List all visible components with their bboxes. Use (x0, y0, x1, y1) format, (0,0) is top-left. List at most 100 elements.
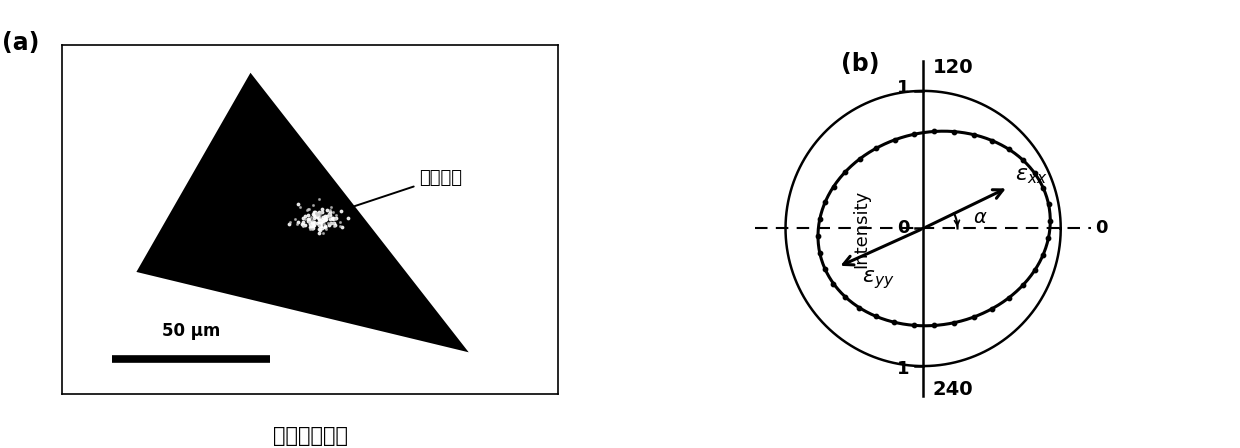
Point (999, 146, 1019, 153)
Point (904, 322, 924, 329)
Point (849, 155, 869, 163)
Point (310, 223, 330, 230)
Text: 探测位置: 探测位置 (327, 168, 463, 215)
Point (324, 220, 343, 227)
Point (836, 293, 856, 300)
Point (300, 225, 320, 233)
Point (884, 136, 904, 143)
Point (998, 294, 1018, 302)
Point (325, 215, 345, 223)
Point (299, 215, 319, 223)
Point (293, 219, 312, 226)
Point (303, 211, 322, 218)
Point (924, 128, 944, 135)
Point (310, 211, 330, 218)
Text: $\alpha$: $\alpha$ (973, 208, 988, 228)
Point (293, 215, 312, 222)
Point (836, 168, 856, 176)
Point (314, 217, 334, 224)
Point (311, 222, 331, 229)
Point (1033, 251, 1053, 258)
Point (309, 221, 329, 228)
Point (301, 216, 321, 223)
Point (305, 208, 325, 215)
Point (884, 319, 904, 326)
Point (293, 223, 312, 230)
Point (309, 208, 329, 215)
Point (310, 221, 330, 228)
Point (310, 219, 330, 226)
Point (924, 322, 944, 329)
Point (320, 220, 340, 227)
Point (945, 128, 965, 135)
Text: $\varepsilon_{xx}$: $\varepsilon_{xx}$ (1016, 166, 1048, 186)
Text: 0: 0 (1095, 220, 1107, 237)
Text: (a): (a) (2, 31, 40, 55)
Point (317, 207, 337, 214)
Point (304, 211, 324, 219)
Point (311, 209, 331, 216)
Point (325, 222, 345, 229)
Point (321, 203, 341, 211)
Text: 240: 240 (932, 380, 973, 399)
Point (315, 223, 335, 230)
Point (1024, 267, 1044, 274)
Point (322, 215, 342, 222)
Point (286, 220, 306, 227)
Point (311, 220, 331, 227)
Point (306, 210, 326, 217)
Point (315, 221, 335, 228)
Point (299, 219, 319, 226)
Point (279, 220, 299, 227)
Point (298, 205, 317, 212)
Point (319, 221, 339, 228)
Point (310, 227, 330, 234)
Point (312, 209, 332, 216)
Point (300, 221, 320, 228)
Point (309, 230, 329, 237)
Point (312, 224, 332, 232)
Point (315, 215, 335, 222)
Point (866, 313, 885, 320)
Point (823, 280, 843, 287)
Point (308, 211, 327, 218)
Point (303, 221, 322, 228)
Point (1039, 201, 1059, 208)
Point (312, 215, 332, 223)
Point (326, 215, 346, 222)
Point (982, 137, 1002, 144)
Point (290, 203, 310, 211)
Point (326, 211, 346, 219)
Point (315, 216, 335, 224)
Point (312, 217, 332, 224)
Point (1033, 185, 1053, 192)
Point (305, 212, 325, 219)
Point (300, 219, 320, 226)
Point (810, 215, 830, 223)
Point (332, 224, 352, 231)
Point (306, 209, 326, 216)
Text: 50 μm: 50 μm (161, 322, 221, 340)
Point (315, 223, 335, 230)
Point (849, 304, 869, 311)
Point (304, 214, 324, 221)
Point (1039, 234, 1059, 241)
Point (293, 220, 312, 227)
Point (321, 220, 341, 227)
Point (1013, 157, 1033, 164)
Point (315, 212, 335, 220)
Point (310, 213, 330, 220)
Point (309, 215, 329, 222)
Point (810, 249, 830, 256)
Point (1013, 281, 1033, 289)
Point (320, 209, 340, 216)
Point (295, 221, 315, 228)
Point (324, 216, 343, 223)
Point (304, 222, 324, 229)
Point (280, 219, 300, 226)
Point (319, 213, 339, 220)
Point (1025, 170, 1045, 177)
Text: 0: 0 (897, 220, 909, 237)
Point (324, 215, 343, 222)
Point (320, 207, 340, 214)
